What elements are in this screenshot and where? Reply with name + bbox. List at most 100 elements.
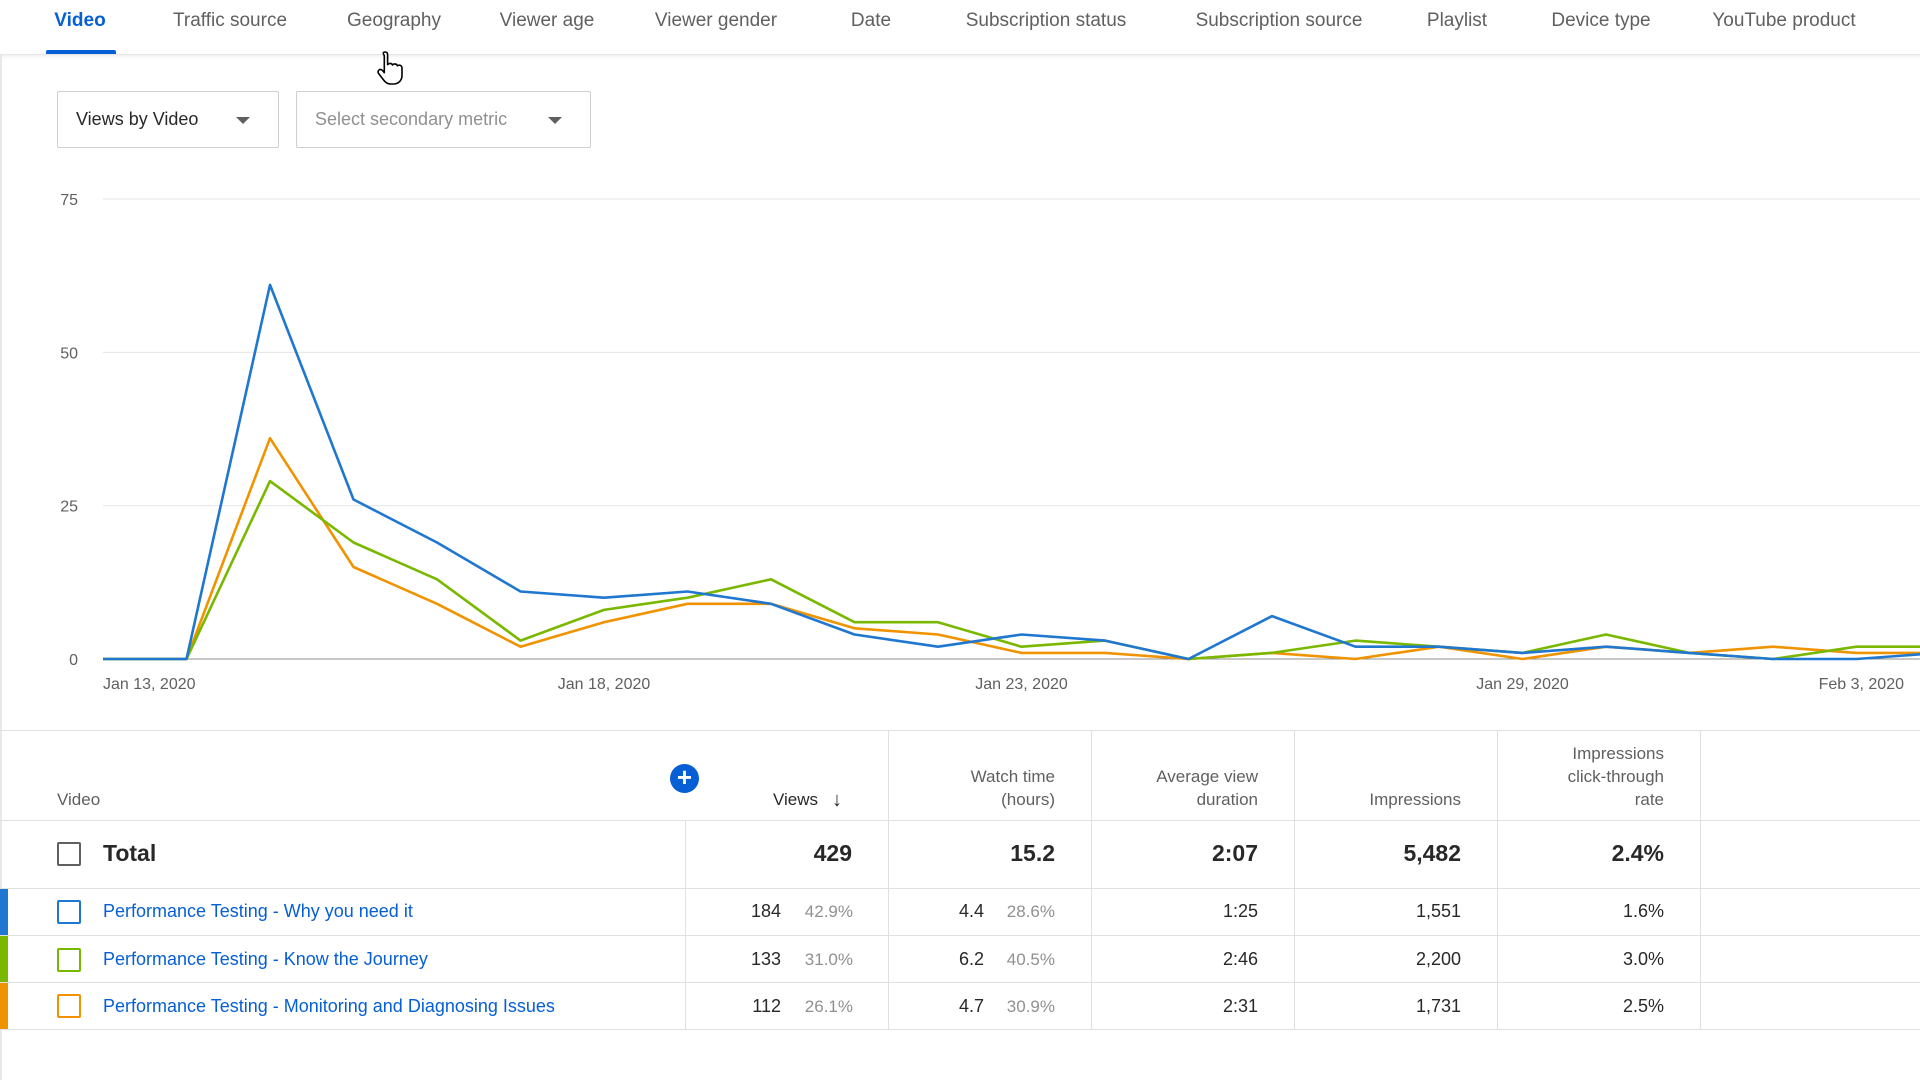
y-tick-label: 0 bbox=[69, 652, 78, 669]
row-impressions: 1,731 bbox=[1415, 996, 1461, 1016]
row-views: 133 bbox=[750, 949, 781, 969]
column-separator bbox=[1294, 730, 1295, 1030]
left-rule bbox=[0, 55, 2, 1080]
row-divider bbox=[0, 888, 1920, 889]
header-ctr-line1: Impressions bbox=[1572, 744, 1664, 763]
row-watch-time: 4.7 bbox=[958, 996, 984, 1016]
row-divider bbox=[0, 982, 1920, 983]
header-video: Video bbox=[57, 790, 101, 809]
tab-video[interactable]: Video bbox=[54, 10, 106, 31]
row-views: 112 bbox=[752, 996, 781, 1016]
header-avg-line1: Average view bbox=[1156, 767, 1258, 786]
header-avg-line2: duration bbox=[1196, 790, 1258, 809]
tab-subscription-source[interactable]: Subscription source bbox=[1195, 10, 1363, 31]
x-tick-label: Feb 3, 2020 bbox=[1819, 676, 1905, 693]
row-checkbox[interactable] bbox=[57, 948, 81, 972]
secondary-metric-select[interactable]: Select secondary metric bbox=[296, 91, 591, 148]
series-line bbox=[103, 283, 1920, 661]
secondary-metric-placeholder: Select secondary metric bbox=[315, 109, 508, 129]
chart-series bbox=[103, 283, 1920, 661]
column-separator bbox=[1091, 730, 1092, 1030]
tab-playlist[interactable]: Playlist bbox=[1426, 10, 1488, 31]
series-color-bar bbox=[0, 889, 8, 935]
tab-viewer-gender[interactable]: Viewer gender bbox=[654, 10, 778, 31]
y-tick-label: 50 bbox=[60, 345, 78, 362]
header-ctr[interactable]: Impressions click-through rate bbox=[1500, 742, 1664, 811]
x-axis-ticks: Jan 13, 2020 Jan 18, 2020 Jan 23, 2020 Jan … bbox=[103, 676, 1904, 693]
header-watch-time-line2: (hours) bbox=[1001, 790, 1055, 809]
tab-subscription-status[interactable]: Subscription status bbox=[965, 10, 1127, 31]
row-divider bbox=[0, 1029, 1920, 1030]
total-checkbox[interactable] bbox=[57, 842, 81, 866]
tab-youtube-product[interactable]: YouTube product bbox=[1712, 10, 1856, 31]
video-link[interactable]: Performance Testing - Monitoring and Dia… bbox=[103, 996, 555, 1016]
row-checkbox[interactable] bbox=[57, 900, 81, 924]
table-top-border bbox=[0, 730, 1920, 731]
row-views-pct: 31.0% bbox=[804, 950, 853, 969]
chart-grid bbox=[103, 198, 1920, 660]
tab-traffic-source[interactable]: Traffic source bbox=[172, 10, 288, 31]
row-divider bbox=[0, 820, 1920, 821]
dropdown-caret-icon bbox=[548, 117, 562, 124]
row-watch-pct: 40.5% bbox=[1006, 950, 1055, 969]
header-ctr-line3: rate bbox=[1634, 790, 1664, 809]
row-average-view-duration: 1:25 bbox=[1222, 901, 1258, 921]
row-divider bbox=[0, 935, 1920, 936]
row-views: 184 bbox=[750, 901, 781, 921]
x-tick-label: Jan 29, 2020 bbox=[1476, 676, 1569, 693]
video-link[interactable]: Performance Testing - Know the Journey bbox=[103, 949, 428, 969]
tab-date[interactable]: Date bbox=[850, 10, 892, 31]
tab-device-type[interactable]: Device type bbox=[1551, 10, 1651, 31]
row-ctr: 3.0% bbox=[1622, 949, 1664, 969]
primary-metric-value: Views by Video bbox=[76, 109, 199, 129]
active-tab-indicator bbox=[46, 50, 116, 54]
total-average-view-duration: 2:07 bbox=[1211, 840, 1258, 866]
row-views-pct: 42.9% bbox=[804, 902, 853, 921]
row-average-view-duration: 2:31 bbox=[1222, 996, 1258, 1016]
x-tick-label: Jan 23, 2020 bbox=[975, 676, 1068, 693]
row-average-view-duration: 2:46 bbox=[1222, 949, 1258, 969]
header-watch-time-line1: Watch time bbox=[970, 767, 1055, 786]
row-checkbox[interactable] bbox=[57, 994, 81, 1018]
add-metric-button[interactable]: + bbox=[670, 764, 699, 793]
row-views-pct: 26.1% bbox=[804, 997, 853, 1016]
total-views: 429 bbox=[813, 840, 852, 866]
primary-metric-select[interactable]: Views by Video bbox=[57, 91, 279, 148]
total-ctr: 2.4% bbox=[1611, 840, 1664, 866]
x-tick-label: Jan 18, 2020 bbox=[558, 676, 651, 693]
series-color-bar bbox=[0, 983, 8, 1029]
row-impressions: 1,551 bbox=[1415, 901, 1461, 921]
tab-viewer-age[interactable]: Viewer age bbox=[499, 10, 595, 31]
hand-cursor-icon bbox=[377, 51, 403, 85]
column-separator bbox=[1497, 730, 1498, 1030]
row-watch-pct: 28.6% bbox=[1006, 902, 1055, 921]
row-watch-time: 6.2 bbox=[958, 949, 984, 969]
total-impressions: 5,482 bbox=[1403, 840, 1461, 866]
views-line-chart: 0 25 50 75 Jan 13, 2020 Jan 18, 2020 Jan 23, … bbox=[60, 192, 1920, 693]
video-link[interactable]: Performance Testing - Why you need it bbox=[103, 901, 413, 921]
column-separator bbox=[685, 820, 686, 1030]
series-line bbox=[103, 436, 1920, 661]
series-color-bar bbox=[0, 936, 8, 982]
row-watch-time: 4.4 bbox=[958, 901, 984, 921]
x-tick-label: Jan 13, 2020 bbox=[103, 676, 196, 693]
series-line bbox=[103, 479, 1920, 661]
column-separator bbox=[1700, 730, 1701, 1030]
row-watch-pct: 30.9% bbox=[1006, 997, 1055, 1016]
header-average-view-duration[interactable]: Average view duration bbox=[1100, 765, 1258, 811]
header-impressions[interactable]: Impressions bbox=[1369, 790, 1461, 809]
row-impressions: 2,200 bbox=[1415, 949, 1461, 969]
y-tick-label: 25 bbox=[60, 499, 78, 516]
report-tabs: Video Traffic source Geography Viewer ag… bbox=[0, 0, 1920, 55]
sort-down-icon[interactable]: ↓ bbox=[832, 789, 842, 811]
total-watch-time: 15.2 bbox=[1010, 840, 1055, 866]
header-views[interactable]: Views bbox=[772, 790, 818, 809]
total-label: Total bbox=[103, 840, 157, 866]
column-separator bbox=[888, 730, 889, 1030]
dropdown-caret-icon bbox=[236, 117, 250, 124]
y-tick-label: 75 bbox=[60, 192, 78, 209]
header-ctr-line2: click-through bbox=[1567, 767, 1664, 786]
tab-geography[interactable]: Geography bbox=[346, 10, 442, 31]
header-watch-time[interactable]: Watch time (hours) bbox=[900, 765, 1055, 811]
row-ctr: 1.6% bbox=[1622, 901, 1664, 921]
